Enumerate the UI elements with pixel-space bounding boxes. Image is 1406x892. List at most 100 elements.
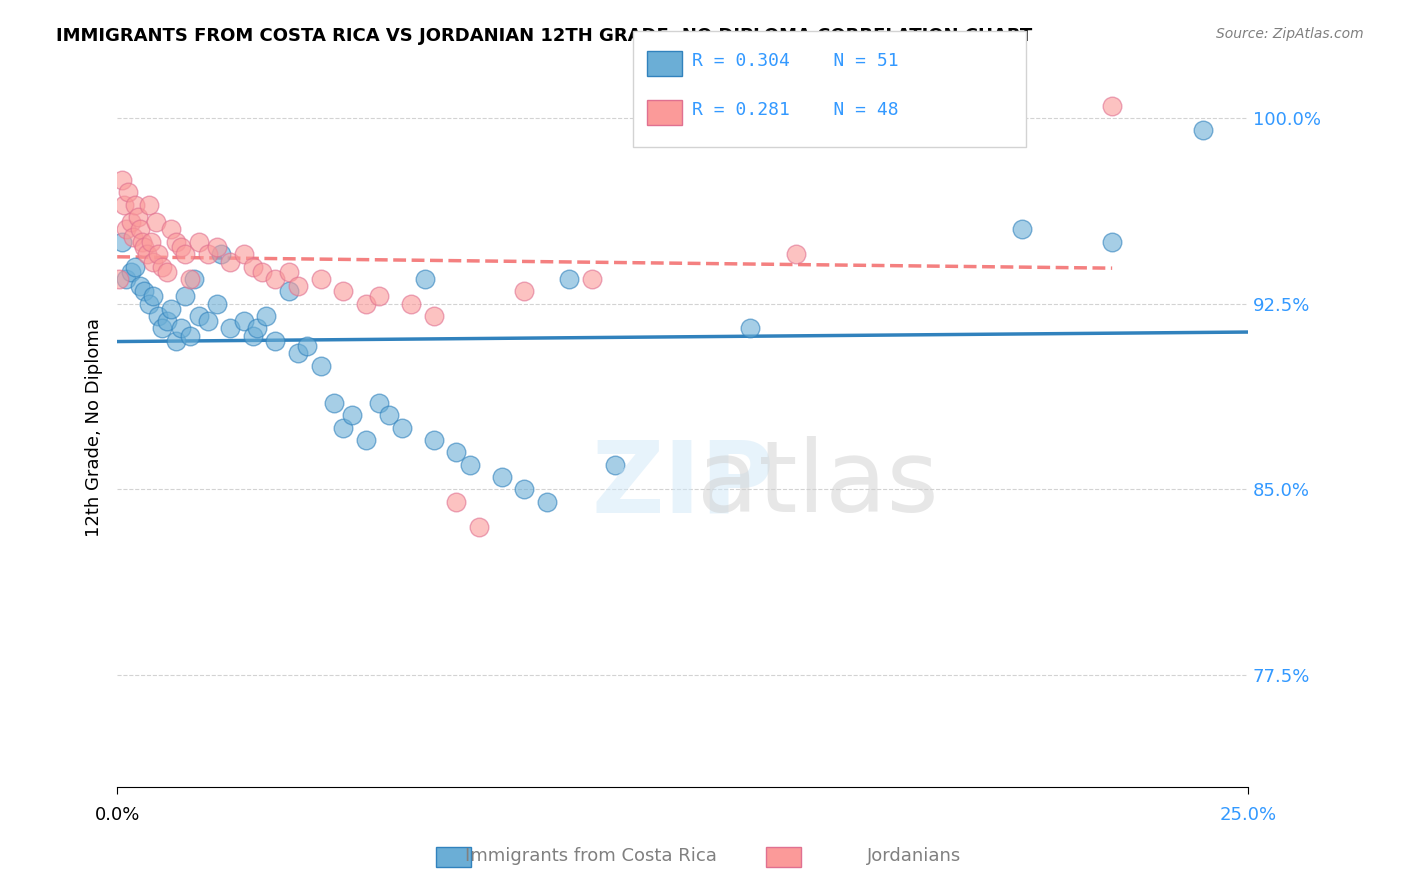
Jordanians xyxy=(187,235,209,249)
Immigrants from Costa Rica xyxy=(491,470,513,484)
Immigrants from Costa Rica xyxy=(174,289,197,303)
Text: Source: ZipAtlas.com: Source: ZipAtlas.com xyxy=(1216,27,1364,41)
Immigrants from Costa Rica xyxy=(558,272,581,286)
Jordanians xyxy=(174,247,197,261)
Jordanians xyxy=(205,240,228,254)
Immigrants from Costa Rica xyxy=(134,285,156,299)
Immigrants from Costa Rica xyxy=(264,334,287,348)
Jordanians xyxy=(232,247,254,261)
Jordanians xyxy=(513,285,536,299)
Text: Jordanians: Jordanians xyxy=(866,847,962,865)
Jordanians xyxy=(169,240,191,254)
Jordanians xyxy=(332,285,354,299)
Jordanians xyxy=(354,297,377,311)
Immigrants from Costa Rica xyxy=(152,321,174,335)
Jordanians xyxy=(468,519,491,533)
Immigrants from Costa Rica xyxy=(354,433,377,447)
Immigrants from Costa Rica xyxy=(179,329,201,343)
Immigrants from Costa Rica xyxy=(413,272,436,286)
Immigrants from Costa Rica xyxy=(142,289,165,303)
Jordanians xyxy=(142,254,165,268)
Immigrants from Costa Rica xyxy=(209,247,232,261)
Jordanians xyxy=(740,111,762,125)
Jordanians xyxy=(127,210,149,224)
Immigrants from Costa Rica xyxy=(368,396,391,410)
Immigrants from Costa Rica xyxy=(423,433,446,447)
Jordanians xyxy=(264,272,287,286)
Jordanians xyxy=(785,247,807,261)
Immigrants from Costa Rica xyxy=(391,420,413,434)
Jordanians xyxy=(250,264,273,278)
Text: R = 0.281    N = 48: R = 0.281 N = 48 xyxy=(692,101,898,119)
Text: 0.0%: 0.0% xyxy=(94,806,139,824)
Jordanians xyxy=(446,495,468,509)
Immigrants from Costa Rica xyxy=(1011,222,1033,236)
Immigrants from Costa Rica xyxy=(219,321,242,335)
Text: Immigrants from Costa Rica: Immigrants from Costa Rica xyxy=(464,847,717,865)
Immigrants from Costa Rica xyxy=(740,321,762,335)
Immigrants from Costa Rica xyxy=(1191,123,1213,137)
Immigrants from Costa Rica xyxy=(603,458,626,472)
Immigrants from Costa Rica xyxy=(187,309,209,323)
Immigrants from Costa Rica xyxy=(295,339,318,353)
Jordanians xyxy=(135,247,157,261)
Immigrants from Costa Rica xyxy=(254,309,277,323)
Jordanians xyxy=(124,197,146,211)
Immigrants from Costa Rica xyxy=(332,420,354,434)
Jordanians xyxy=(120,215,142,229)
Immigrants from Costa Rica xyxy=(246,321,269,335)
Jordanians xyxy=(581,272,603,286)
Immigrants from Costa Rica xyxy=(128,279,150,293)
Jordanians xyxy=(287,279,309,293)
Immigrants from Costa Rica xyxy=(309,359,332,373)
Jordanians xyxy=(309,272,332,286)
Immigrants from Costa Rica xyxy=(160,301,183,316)
Jordanians xyxy=(117,186,139,200)
Jordanians xyxy=(122,230,145,244)
Y-axis label: 12th Grade, No Diploma: 12th Grade, No Diploma xyxy=(86,318,103,537)
Immigrants from Costa Rica xyxy=(120,264,142,278)
Text: 25.0%: 25.0% xyxy=(1219,806,1277,824)
Immigrants from Costa Rica xyxy=(446,445,468,459)
Text: ZIP: ZIP xyxy=(591,436,773,533)
Immigrants from Costa Rica xyxy=(287,346,309,360)
Immigrants from Costa Rica xyxy=(1101,235,1123,249)
Immigrants from Costa Rica xyxy=(165,334,187,348)
Jordanians xyxy=(423,309,446,323)
Immigrants from Costa Rica xyxy=(278,285,301,299)
Jordanians xyxy=(165,235,187,249)
Immigrants from Costa Rica xyxy=(458,458,481,472)
Immigrants from Costa Rica xyxy=(323,396,346,410)
Jordanians xyxy=(242,260,264,274)
Immigrants from Costa Rica xyxy=(377,408,399,422)
Immigrants from Costa Rica xyxy=(124,260,146,274)
Immigrants from Costa Rica xyxy=(156,314,179,328)
Immigrants from Costa Rica xyxy=(138,297,160,311)
Jordanians xyxy=(278,264,301,278)
Jordanians xyxy=(138,197,160,211)
Jordanians xyxy=(197,247,219,261)
Jordanians xyxy=(179,272,201,286)
Immigrants from Costa Rica xyxy=(342,408,364,422)
Immigrants from Costa Rica xyxy=(242,329,264,343)
Jordanians xyxy=(139,235,162,249)
Immigrants from Costa Rica xyxy=(197,314,219,328)
Text: IMMIGRANTS FROM COSTA RICA VS JORDANIAN 12TH GRADE, NO DIPLOMA CORRELATION CHART: IMMIGRANTS FROM COSTA RICA VS JORDANIAN … xyxy=(56,27,1032,45)
Jordanians xyxy=(111,173,134,187)
Jordanians xyxy=(128,222,150,236)
Jordanians xyxy=(134,240,156,254)
Jordanians xyxy=(160,222,183,236)
Immigrants from Costa Rica xyxy=(205,297,228,311)
Jordanians xyxy=(131,235,153,249)
Immigrants from Costa Rica xyxy=(115,272,138,286)
Jordanians xyxy=(146,247,169,261)
Jordanians xyxy=(112,197,135,211)
Jordanians xyxy=(219,254,242,268)
Immigrants from Costa Rica xyxy=(232,314,254,328)
Text: atlas: atlas xyxy=(697,436,939,533)
Immigrants from Costa Rica xyxy=(169,321,191,335)
Jordanians xyxy=(108,272,131,286)
Jordanians xyxy=(368,289,391,303)
Jordanians xyxy=(1101,98,1123,112)
Jordanians xyxy=(152,260,174,274)
